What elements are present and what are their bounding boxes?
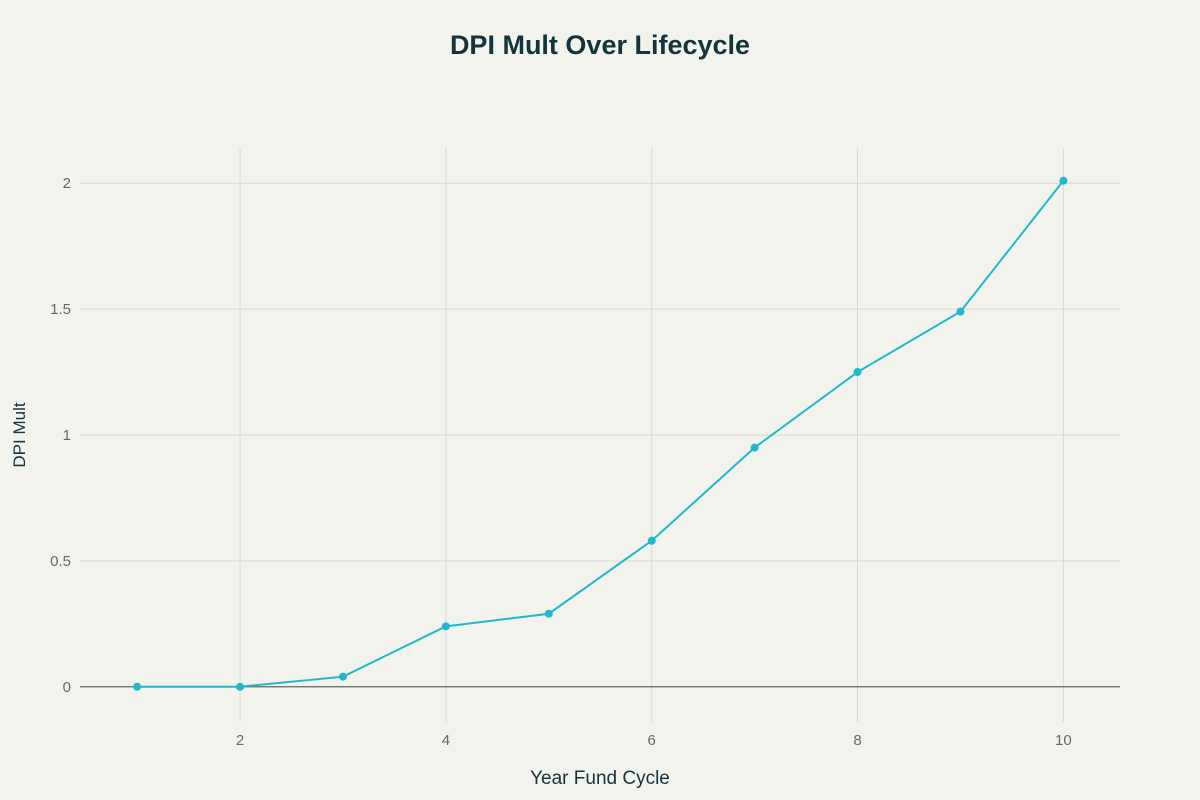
- y-tick-label: 1.5: [50, 301, 71, 318]
- data-point-marker: [338, 672, 347, 681]
- x-axis-label: Year Fund Cycle: [530, 768, 670, 789]
- chart-title: DPI Mult Over Lifecycle: [449, 30, 751, 60]
- data-point-marker: [441, 622, 450, 631]
- y-tick-label: 2: [63, 175, 71, 192]
- data-point-marker: [544, 609, 553, 618]
- y-tick-label: 0: [63, 679, 71, 696]
- data-point-marker: [956, 307, 965, 316]
- data-point-marker: [647, 536, 656, 545]
- x-tick-label: 8: [853, 732, 861, 749]
- x-tick-label: 6: [648, 732, 656, 749]
- data-series: [133, 176, 1068, 691]
- x-tick-label: 2: [236, 732, 244, 749]
- y-tick-label: 0.5: [50, 553, 71, 570]
- x-tick-label: 4: [442, 732, 450, 749]
- data-point-marker: [236, 682, 245, 691]
- axis-ticks: 2 4 6 8 10 0 0.5 1 1.5 2: [50, 175, 1072, 749]
- series-line: [137, 180, 1065, 688]
- y-tick-label: 1: [63, 427, 71, 444]
- data-point-marker: [750, 443, 759, 452]
- grid-lines: [80, 148, 1120, 722]
- data-point-marker: [133, 682, 142, 691]
- data-point-marker: [853, 368, 862, 377]
- data-point-marker: [1059, 176, 1068, 185]
- x-tick-label: 10: [1055, 732, 1072, 749]
